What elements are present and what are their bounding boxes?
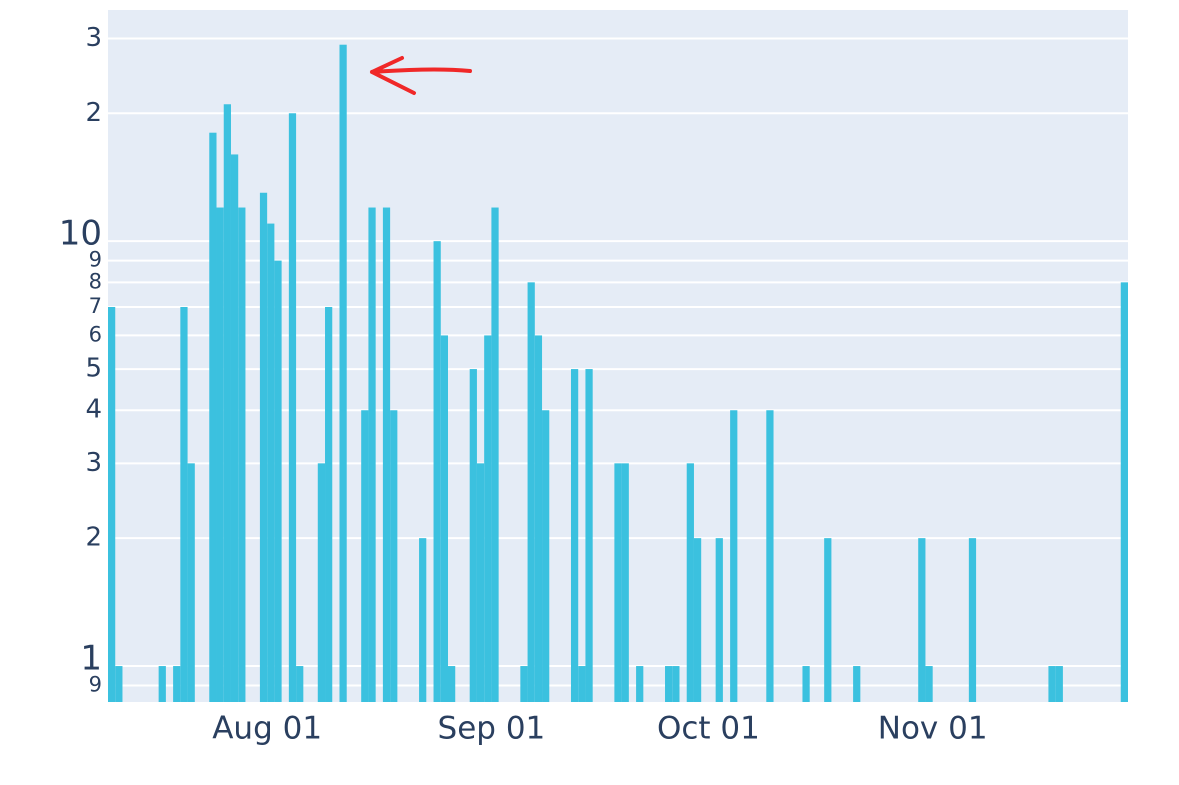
y-tick-label: 7 [89, 294, 102, 318]
bar [715, 538, 723, 702]
bar [180, 306, 188, 702]
bar [448, 666, 456, 702]
y-tick-label: 9 [89, 248, 102, 272]
bar [267, 223, 275, 702]
y-tick-label: 6 [89, 322, 102, 346]
bar [288, 113, 297, 702]
bar [925, 666, 933, 702]
bar [361, 410, 369, 702]
bar [686, 463, 694, 702]
y-tick-label: 4 [85, 395, 102, 425]
x-tick-label: Aug 01 [212, 711, 322, 747]
bar [665, 666, 673, 702]
bar [614, 463, 622, 702]
bar [621, 463, 629, 702]
x-tick-label: Oct 01 [657, 711, 760, 747]
bar [693, 538, 702, 702]
bar [238, 207, 246, 703]
bar [115, 666, 123, 702]
bar [382, 207, 391, 703]
bars [108, 44, 1128, 703]
bar [469, 369, 477, 702]
x-tick-label: Nov 01 [878, 711, 988, 747]
bar [672, 666, 680, 702]
bar [542, 410, 550, 702]
bar [433, 241, 441, 702]
bar [440, 335, 448, 702]
annotation-arrow [370, 56, 472, 95]
bar [1048, 666, 1056, 702]
bar [1055, 666, 1063, 702]
bar [520, 666, 528, 702]
bar [108, 306, 116, 702]
bar [484, 335, 492, 702]
bar [585, 369, 593, 702]
bar [918, 538, 926, 702]
bar [158, 666, 166, 702]
bar [339, 44, 347, 702]
bar [1120, 282, 1128, 702]
bar [325, 306, 333, 702]
bar [534, 335, 543, 702]
bar [317, 463, 326, 702]
bar [368, 207, 376, 703]
y-tick-label: 3 [85, 448, 102, 478]
y-tick-label: 10 [59, 214, 102, 254]
y-tick-label: 5 [85, 354, 102, 384]
bar [802, 666, 810, 702]
bar [216, 207, 224, 703]
bar [527, 282, 535, 702]
bar [390, 410, 398, 702]
bar [968, 538, 977, 702]
bar [223, 104, 231, 702]
bar [853, 666, 861, 702]
y-tick-label: 9 [89, 672, 102, 696]
y-tick-label: 2 [85, 98, 102, 128]
y-tick-label: 8 [89, 269, 102, 293]
bar [173, 666, 181, 702]
bar [636, 666, 644, 702]
y-tick-label: 3 [85, 23, 102, 53]
x-tick-label: Sep 01 [438, 711, 546, 747]
bar [187, 463, 195, 702]
y-tick-label: 2 [85, 523, 102, 553]
bar [730, 410, 738, 702]
bar [824, 538, 832, 702]
bar [476, 463, 485, 702]
bar [259, 192, 268, 703]
bar [570, 369, 579, 702]
bar [274, 260, 282, 702]
bar [419, 538, 427, 702]
y-tick-label: 1 [80, 639, 102, 679]
bar [578, 666, 586, 702]
bar [230, 154, 239, 703]
bar [296, 666, 304, 702]
bar [209, 132, 217, 703]
bar [491, 207, 499, 703]
bar [766, 410, 774, 702]
